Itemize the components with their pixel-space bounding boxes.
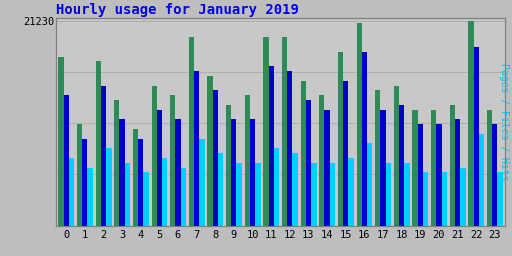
Bar	[282, 37, 287, 226]
Bar	[106, 148, 112, 226]
Bar	[306, 100, 311, 226]
Bar	[394, 86, 399, 226]
Bar	[319, 95, 325, 226]
Bar	[436, 124, 441, 226]
Bar	[176, 119, 181, 226]
Bar	[226, 105, 231, 226]
Bar	[386, 163, 391, 226]
Bar	[124, 163, 130, 226]
Bar	[455, 119, 460, 226]
Bar	[162, 158, 167, 226]
Bar	[119, 119, 124, 226]
Bar	[301, 81, 306, 226]
Bar	[157, 110, 162, 226]
Bar	[63, 95, 69, 226]
Bar	[329, 163, 335, 226]
Bar	[338, 52, 343, 226]
Bar	[441, 173, 447, 226]
Bar	[236, 163, 242, 226]
Bar	[404, 163, 410, 226]
Bar	[492, 124, 498, 226]
Bar	[231, 119, 237, 226]
Bar	[460, 168, 465, 226]
Bar	[348, 158, 354, 226]
Bar	[69, 158, 74, 226]
Bar	[170, 95, 176, 226]
Bar	[82, 139, 88, 226]
Bar	[87, 168, 93, 226]
Bar	[138, 139, 143, 226]
Bar	[468, 21, 474, 226]
Bar	[152, 86, 157, 226]
Bar	[450, 105, 455, 226]
Bar	[255, 163, 261, 226]
Bar	[101, 86, 106, 226]
Bar	[245, 95, 250, 226]
Bar	[77, 124, 82, 226]
Bar	[114, 100, 119, 226]
Bar	[180, 168, 186, 226]
Bar	[362, 52, 367, 226]
Bar	[143, 173, 149, 226]
Bar	[479, 134, 484, 226]
Bar	[218, 153, 223, 226]
Bar	[418, 124, 423, 226]
Bar	[474, 47, 479, 226]
Bar	[380, 110, 386, 226]
Bar	[273, 148, 279, 226]
Bar	[212, 90, 218, 226]
Bar	[199, 139, 205, 226]
Bar	[399, 105, 404, 226]
Bar	[263, 37, 269, 226]
Bar	[367, 143, 372, 226]
Bar	[287, 71, 292, 226]
Bar	[189, 37, 194, 226]
Bar	[250, 119, 255, 226]
Bar	[325, 110, 330, 226]
Bar	[497, 173, 503, 226]
Bar	[356, 23, 362, 226]
Bar	[311, 163, 316, 226]
Bar	[58, 57, 63, 226]
Text: Hourly usage for January 2019: Hourly usage for January 2019	[56, 3, 299, 17]
Bar	[292, 153, 298, 226]
Bar	[431, 110, 436, 226]
Bar	[194, 71, 199, 226]
Bar	[375, 90, 380, 226]
Bar	[133, 129, 138, 226]
Bar	[422, 173, 429, 226]
Bar	[343, 81, 348, 226]
Y-axis label: Pages / Files / Hits: Pages / Files / Hits	[499, 63, 509, 180]
Bar	[207, 76, 212, 226]
Bar	[269, 66, 274, 226]
Bar	[413, 110, 418, 226]
Bar	[96, 61, 101, 226]
Bar	[487, 110, 492, 226]
